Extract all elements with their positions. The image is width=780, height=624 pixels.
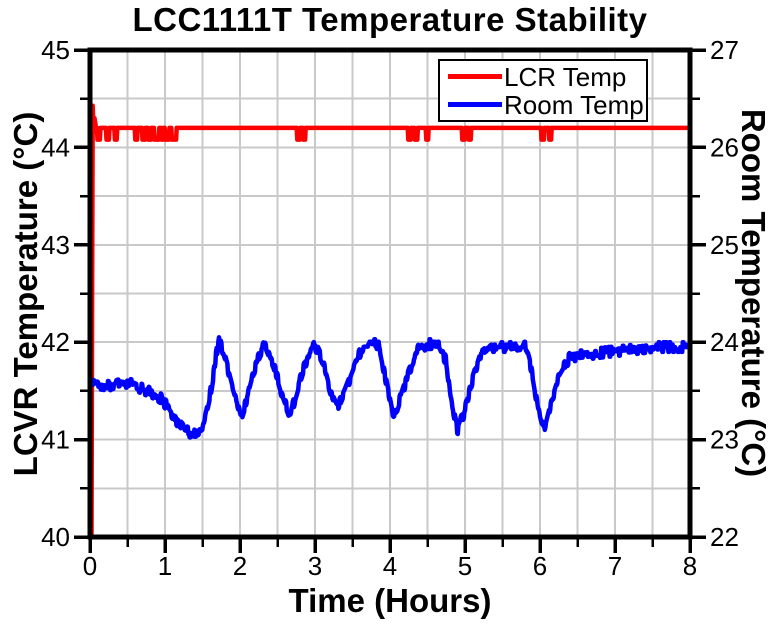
svg-text:5: 5 [458,551,472,581]
svg-text:2: 2 [233,551,247,581]
plot-border [87,47,693,540]
room-temp-line-swatch [448,102,502,107]
svg-text:40: 40 [41,522,70,552]
svg-text:7: 7 [608,551,622,581]
svg-text:23: 23 [710,425,739,455]
svg-text:24: 24 [710,327,739,357]
lcr-temp-line-swatch [448,74,502,79]
legend-label-lcr-temp: LCR Temp [504,61,627,92]
legend-entry-lcr-temp: LCR Temp [448,63,646,91]
legend-entry-room-temp: Room Temp [448,91,646,119]
legend-label-room-temp: Room Temp [504,89,644,120]
svg-text:8: 8 [683,551,697,581]
legend-box: LCR Temp Room Temp [438,59,648,122]
svg-text:42: 42 [41,327,70,357]
svg-text:6: 6 [533,551,547,581]
svg-text:45: 45 [41,35,70,65]
svg-text:4: 4 [383,551,397,581]
svg-text:26: 26 [710,132,739,162]
axis-ticks [74,48,706,553]
svg-text:43: 43 [41,230,70,260]
svg-text:41: 41 [41,425,70,455]
svg-text:0: 0 [83,551,97,581]
svg-text:22: 22 [710,522,739,552]
room-temp-line [92,335,688,440]
lcr-temp-line [92,103,688,535]
grid-lines [90,50,690,537]
x-axis-title: Time (Hours) [288,582,492,619]
svg-text:44: 44 [41,132,70,162]
svg-text:1: 1 [158,551,172,581]
svg-text:3: 3 [308,551,322,581]
chart-title: LCC1111T Temperature Stability [132,1,648,38]
svg-text:27: 27 [710,35,739,65]
svg-text:25: 25 [710,230,739,260]
